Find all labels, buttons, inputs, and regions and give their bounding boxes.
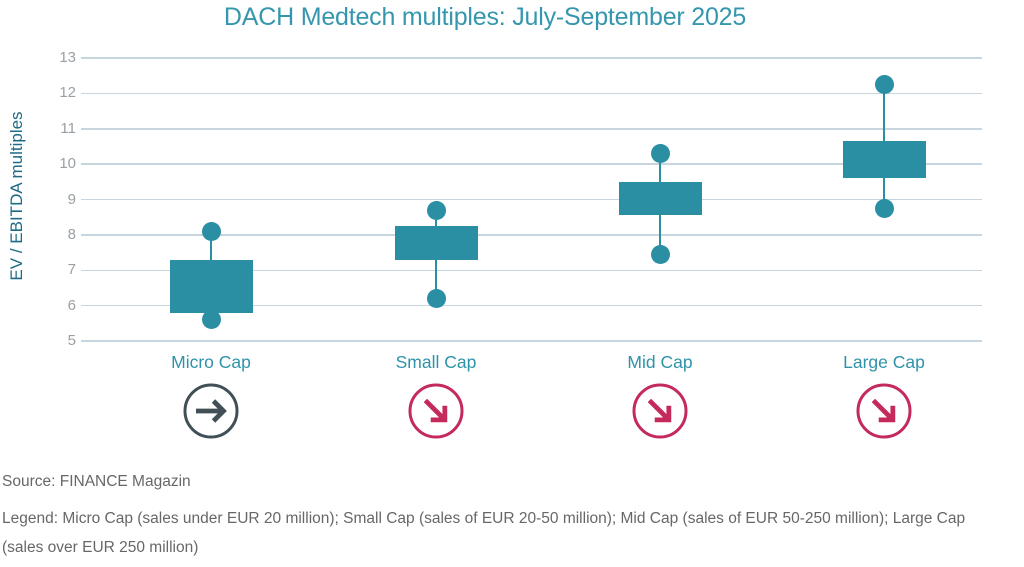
- y-tick-9: 9: [67, 190, 76, 208]
- gridline-7: [81, 269, 982, 271]
- chart-title: DACH Medtech multiples: July-September 2…: [223, 3, 747, 31]
- gridline-9: [81, 198, 982, 201]
- y-tick-12: 12: [59, 84, 76, 102]
- gridline-12: [81, 92, 982, 95]
- y-tick-6: 6: [67, 296, 76, 314]
- trend-down-icon-large-cap: [855, 382, 913, 440]
- category-label-mid-cap: Mid Cap: [627, 352, 693, 372]
- y-tick-8: 8: [67, 225, 76, 243]
- y-axis-label: EV / EBITDA multiples: [7, 111, 26, 281]
- trend-down-icon-mid-cap: [631, 382, 689, 440]
- whisker-high-dot-small-cap: [426, 200, 446, 220]
- y-tick-10: 10: [59, 155, 76, 173]
- gridline-11: [81, 128, 982, 130]
- whisker-low-dot-small-cap: [426, 289, 446, 309]
- whisker-high-dot-micro-cap: [201, 221, 221, 241]
- y-tick-7: 7: [67, 261, 76, 279]
- whisker-low-dot-large-cap: [874, 198, 894, 218]
- category-label-large-cap: Large Cap: [843, 352, 925, 372]
- source-text: Source: FINANCE Magazin: [2, 473, 191, 490]
- whisker-low-dot-micro-cap: [201, 310, 221, 330]
- whisker-high-dot-large-cap: [874, 75, 894, 95]
- whisker-low-dot-mid-cap: [650, 244, 670, 264]
- gridline-10: [81, 163, 982, 165]
- y-tick-13: 13: [59, 49, 76, 66]
- box-small-cap: [394, 226, 478, 260]
- trend-down-icon-small-cap: [407, 382, 465, 440]
- gridline-5: [81, 340, 982, 342]
- box-large-cap: [842, 141, 926, 179]
- box-micro-cap: [169, 259, 253, 313]
- category-label-micro-cap: Micro Cap: [171, 352, 251, 372]
- gridline-8: [81, 234, 982, 236]
- trend-flat-icon-micro-cap: [182, 382, 240, 440]
- legend-line-2: (sales over EUR 250 million): [2, 538, 199, 556]
- gridline-6: [81, 304, 982, 307]
- category-label-small-cap: Small Cap: [395, 352, 477, 372]
- legend-text: Legend: Micro Cap (sales under EUR 20 mi…: [2, 505, 965, 562]
- box-mid-cap: [618, 181, 702, 216]
- gridline-13: [81, 57, 982, 59]
- y-tick-5: 5: [67, 332, 76, 349]
- legend-line-1: Legend: Micro Cap (sales under EUR 20 mi…: [2, 510, 966, 527]
- y-tick-11: 11: [60, 119, 76, 137]
- whisker-high-dot-mid-cap: [650, 144, 670, 163]
